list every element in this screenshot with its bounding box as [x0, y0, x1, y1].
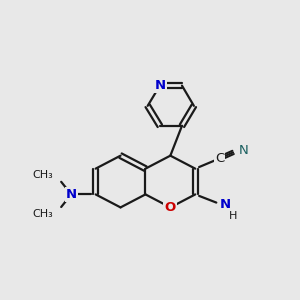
Text: N: N [154, 79, 165, 92]
Text: CH₃: CH₃ [32, 209, 53, 219]
Text: H: H [229, 211, 238, 221]
Text: CH₃: CH₃ [32, 170, 53, 180]
Text: N: N [238, 144, 248, 157]
Text: O: O [165, 201, 176, 214]
Text: C: C [215, 152, 224, 165]
Text: N: N [66, 188, 77, 201]
Text: N: N [220, 198, 231, 211]
